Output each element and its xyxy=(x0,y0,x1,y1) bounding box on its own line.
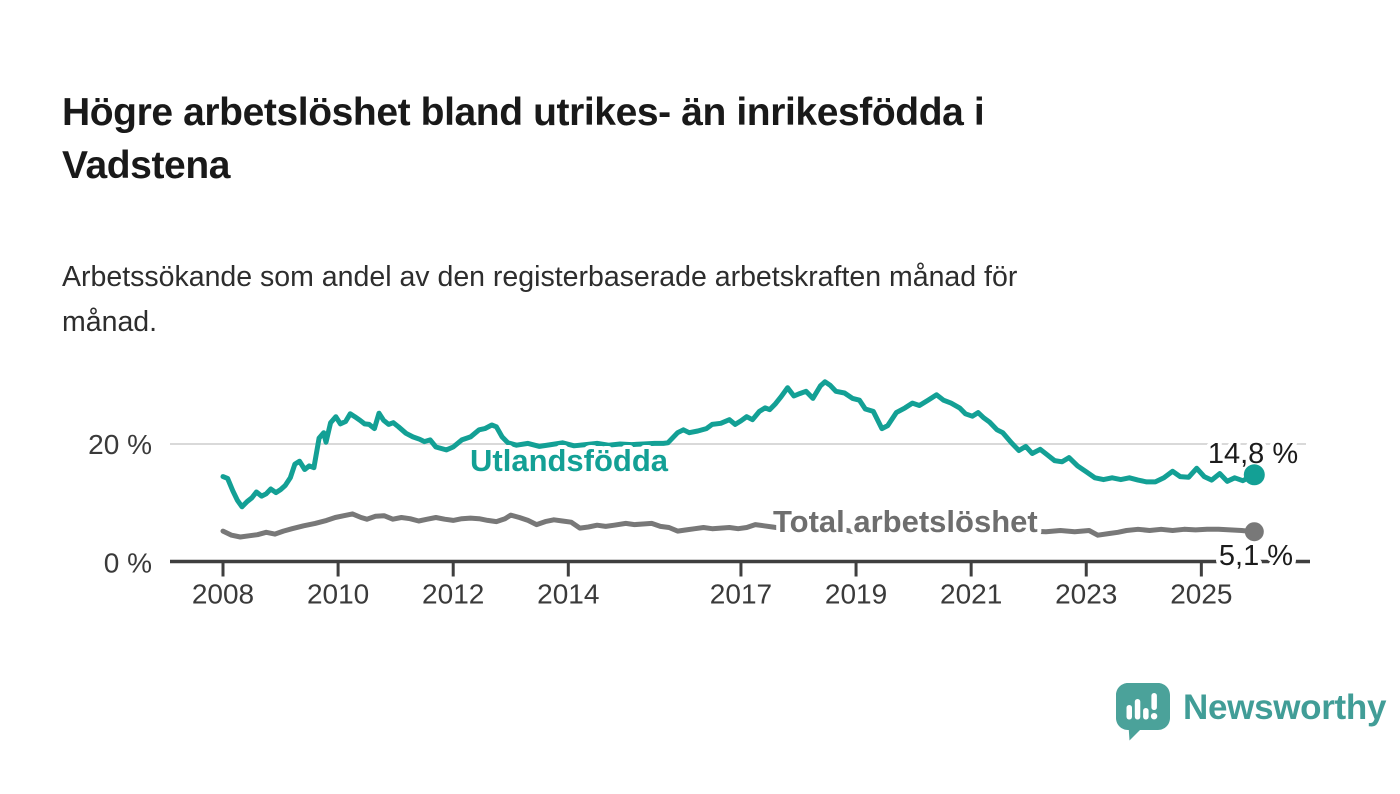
series-label-utlandsfodda: Utlandsfödda xyxy=(470,443,669,478)
x-axis-label-2008: 2008 xyxy=(192,579,254,610)
x-axis-label-2019: 2019 xyxy=(825,579,887,610)
exclamation-dot xyxy=(1150,713,1158,720)
chart-subtitle-line2: månad. xyxy=(62,305,158,338)
x-axis-label-2025: 2025 xyxy=(1170,579,1232,610)
bar-chart-bar-2 xyxy=(1134,699,1141,720)
bar-chart-bar-1 xyxy=(1126,705,1132,720)
x-axis-label-2012: 2012 xyxy=(422,579,484,610)
newsworthy-logo-text: Newsworthy xyxy=(1183,688,1387,727)
series-end-dot-total-arbetsloshet xyxy=(1244,522,1264,542)
chart-title-line2: Vadstena xyxy=(62,144,231,188)
series-line-utlandsfodda xyxy=(220,379,1257,510)
speech-bubble-shape xyxy=(1116,683,1170,741)
exclamation-bar xyxy=(1151,693,1157,710)
y-axis-label-0: 0 % xyxy=(104,548,152,579)
x-axis-label-2014: 2014 xyxy=(537,579,599,610)
series-end-label-total-arbetsloshet: 5,1 % xyxy=(1219,540,1293,572)
bar-chart-bar-3 xyxy=(1143,708,1149,720)
x-axis-label-2017: 2017 xyxy=(710,579,772,610)
newsworthy-logo-icon xyxy=(1116,683,1170,741)
chart-subtitle: Arbetssökande som andel av den registerb… xyxy=(62,255,1282,345)
x-axis-label-2010: 2010 xyxy=(307,579,369,610)
newsworthy-logo: Newsworthy xyxy=(1116,683,1386,741)
chart-title-line1: Högre arbetslöshet bland utrikes- än inr… xyxy=(62,91,985,135)
series-line-total-arbetsloshet xyxy=(220,511,1257,540)
y-axis-label-20: 20 % xyxy=(88,429,152,460)
x-axis-label-2023: 2023 xyxy=(1055,579,1117,610)
x-axis-label-2021: 2021 xyxy=(940,579,1002,610)
series-end-dot-utlandsfodda xyxy=(1243,464,1265,486)
series-label-total-arbetsloshet: Total arbetslöshet xyxy=(773,504,1038,539)
chart-title: Högre arbetslöshet bland utrikes- än inr… xyxy=(62,86,1272,192)
chart-subtitle-line1: Arbetssökande som andel av den registerb… xyxy=(62,260,1018,293)
